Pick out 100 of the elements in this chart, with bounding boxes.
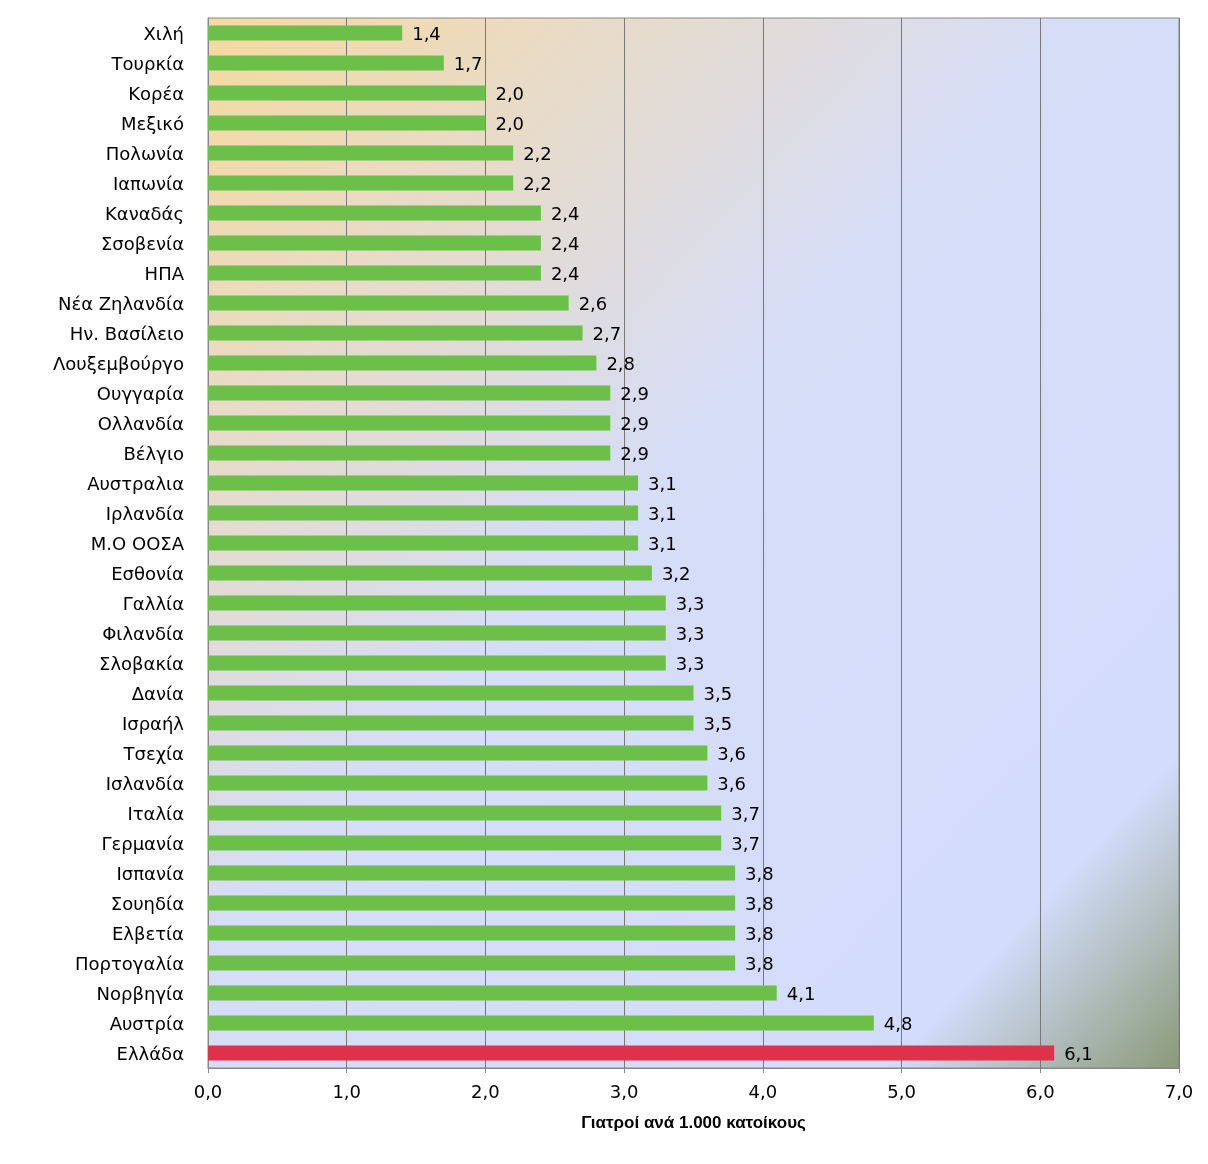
y-tick-label: Ολλανδία [97, 412, 184, 434]
bar [208, 445, 611, 461]
data-label: 2,6 [578, 292, 608, 314]
bar [208, 1045, 1055, 1061]
y-tick-label: Γαλλία [122, 592, 184, 614]
x-tick-label: 6,0 [1025, 1080, 1055, 1102]
bar [208, 145, 514, 161]
data-label: 2,9 [620, 442, 649, 464]
bar [208, 805, 722, 821]
y-tick-label: Ελβετία [111, 922, 184, 944]
data-label: 4,1 [786, 982, 816, 1004]
bar [208, 25, 403, 41]
y-tick-label: Πολωνία [105, 142, 184, 164]
bar [208, 295, 569, 311]
y-tick-label: Ουγγαρία [96, 382, 184, 404]
y-tick-label: Δανία [131, 682, 184, 704]
data-label: 1,4 [412, 22, 441, 44]
data-label: 2,4 [550, 232, 580, 254]
data-label: 2,9 [620, 412, 649, 434]
y-tick-label: Μ.Ο ΟΟΣΑ [90, 532, 185, 554]
data-label: 3,1 [648, 532, 677, 554]
y-tick-label: Λουξεμβούργο [53, 352, 184, 374]
x-axis-title: Γιατροί ανά 1.000 κατοίκους [581, 1113, 807, 1132]
y-tick-label: Καναδάς [104, 202, 184, 224]
bar [208, 355, 597, 371]
y-tick-label: Τουρκία [110, 52, 184, 74]
bar [208, 235, 541, 251]
data-label: 3,7 [731, 802, 760, 824]
data-label: 2,0 [495, 112, 525, 134]
y-tick-label: Σουηδία [110, 892, 184, 914]
bar [208, 85, 486, 101]
data-label: 3,8 [745, 922, 774, 944]
data-label: 2,9 [620, 382, 649, 404]
y-tick-label: Αυστραλια [87, 472, 184, 494]
data-label: 2,4 [550, 262, 580, 284]
y-tick-label: Σλοβακία [99, 652, 184, 674]
data-label: 3,3 [675, 592, 705, 614]
bar [208, 385, 611, 401]
data-label: 4,8 [883, 1012, 913, 1034]
bar [208, 55, 444, 71]
data-label: 3,7 [731, 832, 760, 854]
y-tick-label: Μεξικό [120, 112, 184, 134]
data-label: 3,3 [675, 622, 705, 644]
y-tick-label: ΗΠΑ [144, 262, 185, 284]
y-tick-label: Νορβηγία [96, 982, 184, 1004]
y-tick-label: Βέλγιο [123, 442, 184, 464]
bar [208, 325, 583, 341]
data-label: 6,1 [1064, 1042, 1093, 1064]
x-tick-label: 0,0 [193, 1080, 223, 1102]
data-label: 2,2 [523, 172, 552, 194]
bar [208, 205, 541, 221]
bar [208, 475, 639, 491]
y-tick-label: Σσοβενία [100, 232, 184, 254]
data-label: 3,6 [717, 772, 747, 794]
bar [208, 655, 666, 671]
bar [208, 835, 722, 851]
data-label: 3,8 [745, 862, 774, 884]
data-label: 3,2 [661, 562, 691, 584]
data-label: 2,2 [523, 142, 552, 164]
bar [208, 895, 736, 911]
data-label: 3,5 [703, 682, 733, 704]
y-tick-label: Ισραήλ [121, 712, 185, 734]
data-label: 2,4 [550, 202, 580, 224]
y-tick-label: Ιταλία [127, 802, 184, 824]
bar [208, 175, 514, 191]
y-tick-label: Ελλάδα [116, 1042, 184, 1064]
x-tick-label: 3,0 [609, 1080, 639, 1102]
bar [208, 595, 666, 611]
x-tick-label: 7,0 [1164, 1080, 1194, 1102]
data-label: 3,8 [745, 892, 774, 914]
bar [208, 505, 639, 521]
data-label: 3,6 [717, 742, 747, 764]
bar [208, 925, 736, 941]
bar [208, 865, 736, 881]
y-tick-label: Κορέα [128, 82, 184, 104]
bar [208, 715, 694, 731]
bar [208, 415, 611, 431]
y-tick-label: Φιλανδία [102, 622, 184, 644]
y-tick-label: Νέα Ζηλανδία [57, 292, 184, 314]
bar [208, 265, 541, 281]
data-label: 3,3 [675, 652, 705, 674]
y-tick-label: Ιρλανδία [105, 502, 184, 524]
bar [208, 955, 736, 971]
y-tick-label: Εσθονία [111, 562, 184, 584]
y-tick-label: Πορτογαλία [75, 952, 184, 974]
data-label: 2,0 [495, 82, 525, 104]
y-tick-label: Τσεχία [122, 742, 184, 764]
bar [208, 115, 486, 131]
y-tick-label: Ιαπωνία [112, 172, 184, 194]
y-tick-label: Αυστρία [109, 1012, 184, 1034]
bar [208, 745, 708, 761]
x-tick-label: 5,0 [887, 1080, 916, 1102]
data-label: 1,7 [453, 52, 483, 74]
data-label: 3,8 [745, 952, 774, 974]
x-tick-label: 4,0 [748, 1080, 778, 1102]
bar [208, 985, 777, 1001]
bar [208, 535, 639, 551]
y-tick-label: Χιλή [143, 22, 184, 44]
data-label: 3,5 [703, 712, 733, 734]
bar [208, 775, 708, 791]
